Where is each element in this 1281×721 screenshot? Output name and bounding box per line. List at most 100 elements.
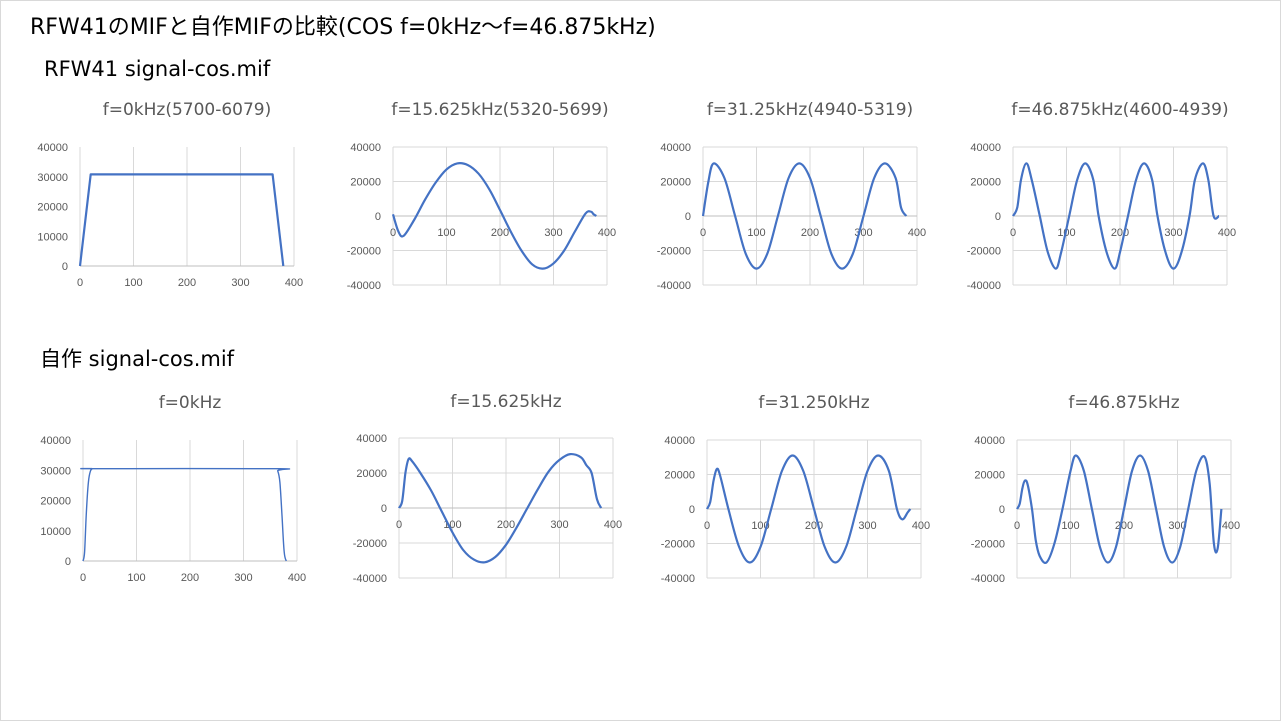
y-tick-label: 40000 <box>40 435 71 447</box>
x-tick-label: 0 <box>80 572 86 584</box>
section-title-rfw41: RFW41 signal-cos.mif <box>44 57 271 81</box>
chart-title: f=0kHz(5700-6079) <box>103 100 272 120</box>
y-tick-label: 0 <box>999 504 1005 516</box>
chart-6: f=15.625kHz -40000 -20000 0 20000 40000 0 100 20… <box>340 392 640 593</box>
chart-2: f=15.625kHz(5320-5699) -40000 -20000 0 20000… <box>340 100 640 300</box>
x-tick-label: 300 <box>858 520 876 532</box>
y-tick-label: 0 <box>995 211 1001 223</box>
chart-svg: f=15.625kHz(5320-5699) -40000 -20000 0 20000… <box>347 100 616 292</box>
y-tick-label: 20000 <box>37 202 68 214</box>
series-line <box>78 173 285 267</box>
x-tick-label: 200 <box>1115 520 1133 532</box>
y-tick-label: -40000 <box>661 573 695 585</box>
chart-5: f=0kHz 0 10000 20000 30000 40000 0 100 200 300 400 <box>40 393 340 593</box>
x-tick-label: 0 <box>77 277 83 289</box>
chart-title: f=15.625kHz(5320-5699) <box>391 100 608 120</box>
chart-svg: f=46.875kHz(4600-4939) -40000 -20000 0 20000… <box>967 100 1236 292</box>
y-tick-label: 0 <box>62 261 68 273</box>
series-line <box>391 162 597 270</box>
x-tick-label: 0 <box>1014 520 1020 532</box>
x-tick-label: 0 <box>704 520 710 532</box>
x-tick-label: 300 <box>231 277 249 289</box>
slide-title: RFW41のMIFと自作MIFの比較(COS f=0kHz〜f=46.875kH… <box>30 15 656 40</box>
y-tick-label: -40000 <box>347 280 381 292</box>
y-tick-label: 0 <box>381 503 387 515</box>
y-tick-label: -40000 <box>657 280 691 292</box>
chart-title: f=0kHz <box>159 393 222 413</box>
y-tick-label: 20000 <box>970 177 1001 189</box>
y-tick-label: 20000 <box>356 468 387 480</box>
x-tick-label: 300 <box>1168 520 1186 532</box>
x-tick-label: 200 <box>801 227 819 239</box>
y-tick-label: 30000 <box>37 172 68 184</box>
y-tick-label: -20000 <box>971 539 1005 551</box>
y-tick-label: 20000 <box>350 177 381 189</box>
x-tick-label: 300 <box>544 227 562 239</box>
x-tick-label: 100 <box>124 277 142 289</box>
x-tick-label: 0 <box>700 227 706 239</box>
y-tick-label: 30000 <box>40 465 71 477</box>
x-tick-label: 400 <box>1222 520 1240 532</box>
chart-1: f=0kHz(5700-6079) 0 10000 20000 30000 40000 0 1… <box>37 100 340 300</box>
y-tick-label: 20000 <box>40 496 71 508</box>
x-tick-label: 300 <box>234 572 252 584</box>
y-tick-label: -20000 <box>967 246 1001 258</box>
y-tick-label: 40000 <box>970 142 1001 154</box>
x-tick-label: 0 <box>1010 227 1016 239</box>
y-tick-label: -20000 <box>657 246 691 258</box>
x-tick-label: 200 <box>497 519 515 531</box>
y-tick-label: 40000 <box>350 142 381 154</box>
y-tick-label: 20000 <box>664 470 695 482</box>
series-line <box>701 162 908 270</box>
chart-8: f=46.875kHz -40000 -20000 0 20000 40000 0 100 20… <box>960 393 1260 593</box>
series-line <box>1012 162 1220 270</box>
x-tick-label: 200 <box>1111 227 1129 239</box>
chart-svg: f=46.875kHz -40000 -20000 0 20000 40000 0 100 20… <box>971 393 1240 585</box>
chart-title: f=46.875kHz(4600-4939) <box>1011 100 1228 120</box>
x-tick-label: 100 <box>437 227 455 239</box>
chart-4: f=46.875kHz(4600-4939) -40000 -20000 0 20000… <box>960 100 1260 300</box>
y-tick-label: 10000 <box>40 526 71 538</box>
x-tick-label: 0 <box>396 519 402 531</box>
x-tick-label: 100 <box>1061 520 1079 532</box>
chart-svg: f=31.25kHz(4940-5319) -40000 -20000 0 20000 4… <box>657 100 926 292</box>
series-line <box>1015 454 1223 565</box>
y-tick-label: 10000 <box>37 231 68 243</box>
y-tick-label: 40000 <box>664 435 695 447</box>
chart-title: f=46.875kHz <box>1068 393 1179 413</box>
x-tick-label: 400 <box>908 227 926 239</box>
x-tick-label: 200 <box>181 572 199 584</box>
y-tick-label: -20000 <box>347 246 381 258</box>
y-tick-label: -40000 <box>971 573 1005 585</box>
x-tick-label: 400 <box>604 519 622 531</box>
x-tick-label: 400 <box>285 277 303 289</box>
y-tick-label: -40000 <box>967 280 1001 292</box>
x-tick-label: 400 <box>288 572 306 584</box>
section-title-custom: 自作 signal-cos.mif <box>40 347 235 371</box>
y-tick-label: 0 <box>65 556 71 568</box>
chart-svg: f=0kHz(5700-6079) 0 10000 20000 30000 40000 0 1… <box>37 100 303 289</box>
x-tick-label: 100 <box>747 227 765 239</box>
y-tick-label: 20000 <box>660 177 691 189</box>
series-line <box>80 467 291 562</box>
x-tick-label: 400 <box>1218 227 1236 239</box>
y-tick-label: 40000 <box>660 142 691 154</box>
chart-7: f=31.250kHz -40000 -20000 0 20000 40000 0 100 20… <box>650 393 950 593</box>
y-tick-label: -20000 <box>353 538 387 550</box>
x-tick-label: 300 <box>1164 227 1182 239</box>
series-line <box>397 452 603 564</box>
x-tick-label: 100 <box>127 572 145 584</box>
chart-svg: f=0kHz 0 10000 20000 30000 40000 0 100 200 300 400 <box>40 393 306 584</box>
y-tick-label: 40000 <box>37 142 68 154</box>
x-tick-label: 200 <box>491 227 509 239</box>
x-tick-label: 0 <box>390 227 396 239</box>
y-tick-label: 40000 <box>974 435 1005 447</box>
chart-3: f=31.25kHz(4940-5319) -40000 -20000 0 20000 4… <box>650 100 950 300</box>
chart-title: f=15.625kHz <box>450 392 561 412</box>
y-tick-label: 0 <box>689 504 695 516</box>
chart-title: f=31.250kHz <box>758 393 869 413</box>
x-tick-label: 400 <box>598 227 616 239</box>
y-tick-label: -40000 <box>353 573 387 585</box>
